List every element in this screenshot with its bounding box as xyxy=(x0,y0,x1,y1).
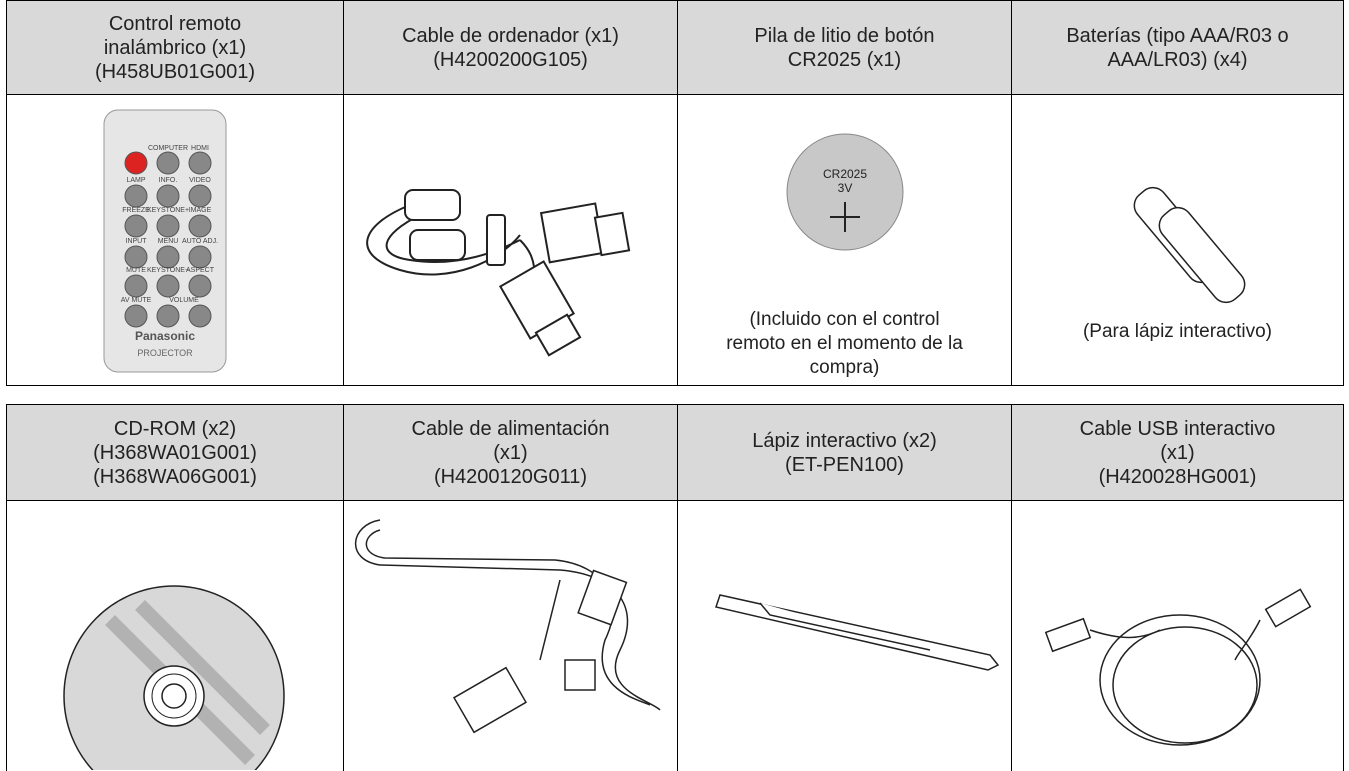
remote-button xyxy=(188,151,212,175)
text-line: (Incluido con el control xyxy=(749,309,940,330)
remote-button xyxy=(156,184,180,208)
remote-button xyxy=(156,304,180,328)
text-line: (H368WA06G001) xyxy=(93,465,257,488)
remote-label: MUTE xyxy=(126,267,146,274)
remote-label: VOLUME xyxy=(169,297,199,304)
remote-label: AUTO ADJ. xyxy=(182,238,218,245)
remote-button xyxy=(124,304,148,328)
remote-button xyxy=(124,245,148,269)
text-line: inalámbrico (x1) xyxy=(103,36,247,59)
remote-label: VIDEO xyxy=(189,177,211,184)
text-line: Control remoto xyxy=(108,12,242,35)
text-line: CD-ROM (x2) xyxy=(113,417,237,440)
remote-button xyxy=(188,304,212,328)
text-line: Cable USB interactivo xyxy=(1079,417,1276,440)
remote-label: INFO. xyxy=(159,177,178,184)
remote-button xyxy=(188,274,212,298)
remote-label: INPUT xyxy=(126,238,148,245)
remote-model: PROJECTOR xyxy=(137,348,193,358)
body-cell xyxy=(1011,500,1344,771)
remote-label: AV MUTE xyxy=(121,297,152,304)
remote-label: HDMI xyxy=(191,145,209,152)
battery-model: CR2025 xyxy=(823,167,867,181)
remote-button xyxy=(188,214,212,238)
usb-cable xyxy=(1044,588,1312,746)
text-line: (ET-PEN100) xyxy=(785,453,904,476)
remote-button xyxy=(156,214,180,238)
remote-label: MENU xyxy=(158,238,179,245)
text-line: Lápiz interactivo (x2) xyxy=(752,429,937,452)
remote-button xyxy=(124,151,148,175)
remote-label: KEYSTONE− xyxy=(147,267,189,274)
remote-label: KEYSTONE+ xyxy=(147,207,189,214)
plus-sign xyxy=(830,202,860,232)
caption: (Para lápiz interactivo) xyxy=(1011,296,1344,368)
text-line: (H420028HG001) xyxy=(1098,465,1257,488)
body-cell xyxy=(1011,94,1344,386)
text-line: (x1) xyxy=(493,441,528,464)
remote-label: ASPECT xyxy=(186,267,215,274)
text-line: (Para lápiz interactivo) xyxy=(1082,321,1273,342)
text-line: (H4200120G011) xyxy=(433,465,588,488)
text-line: (H368WA01G001) xyxy=(93,441,257,464)
remote-brand: Panasonic xyxy=(135,329,195,343)
pen xyxy=(715,594,1000,671)
remote-button xyxy=(188,245,212,269)
remote-label: FREEZE xyxy=(122,207,150,214)
header-cell: Baterías (tipo AAA/R03 o AAA/LR03) (x4) xyxy=(1011,0,1344,95)
text-line: AAA/LR03) (x4) xyxy=(1107,48,1248,71)
remote-button xyxy=(124,214,148,238)
text-line: Cable de ordenador (x1) xyxy=(402,24,619,47)
battery-voltage: 3V xyxy=(838,181,853,195)
remote-button xyxy=(156,274,180,298)
remote-label: COMPUTER xyxy=(148,145,188,152)
power-cable xyxy=(354,519,661,734)
header-cell: Cable USB interactivo (x1) (H420028HG001) xyxy=(1011,404,1344,501)
header-cell: Cable de alimentación (x1) (H4200120G011) xyxy=(343,404,678,501)
text-line: CR2025 (x1) xyxy=(787,48,902,71)
text-line: Baterías (tipo AAA/R03 o xyxy=(1066,24,1289,47)
text-line: compra) xyxy=(809,357,880,378)
text-line: (H4200200G105) xyxy=(433,48,588,71)
text-line: (H458UB01G001) xyxy=(94,60,256,83)
remote-button xyxy=(188,184,212,208)
remote-button xyxy=(156,245,180,269)
remote-button xyxy=(156,151,180,175)
header-cell: Lápiz interactivo (x2) (ET-PEN100) xyxy=(677,404,1012,501)
header-cell: Pila de litio de botón CR2025 (x1) xyxy=(677,0,1012,95)
caption: (Incluido con el control remoto en el mom… xyxy=(677,308,1012,380)
coin-battery xyxy=(786,133,904,251)
header-cell: CD-ROM (x2) (H368WA01G001) (H368WA06G001) xyxy=(6,404,344,501)
text-line: (x1) xyxy=(1160,441,1195,464)
cd-rom xyxy=(63,585,285,770)
text-line: Cable de alimentación xyxy=(411,417,610,440)
remote-label: LAMP xyxy=(126,177,145,184)
header-cell: Control remoto inalámbrico (x1) (H458UB01G… xyxy=(6,0,344,95)
aaa-batteries xyxy=(1133,186,1246,304)
text-line: remoto en el momento de la xyxy=(726,333,963,354)
computer-cable xyxy=(366,189,631,357)
text-line: Pila de litio de botón xyxy=(754,24,935,47)
remote-button xyxy=(124,184,148,208)
remote-button xyxy=(124,274,148,298)
remote-label: IMAGE xyxy=(189,207,212,214)
header-cell: Cable de ordenador (x1) (H4200200G105) xyxy=(343,0,678,95)
